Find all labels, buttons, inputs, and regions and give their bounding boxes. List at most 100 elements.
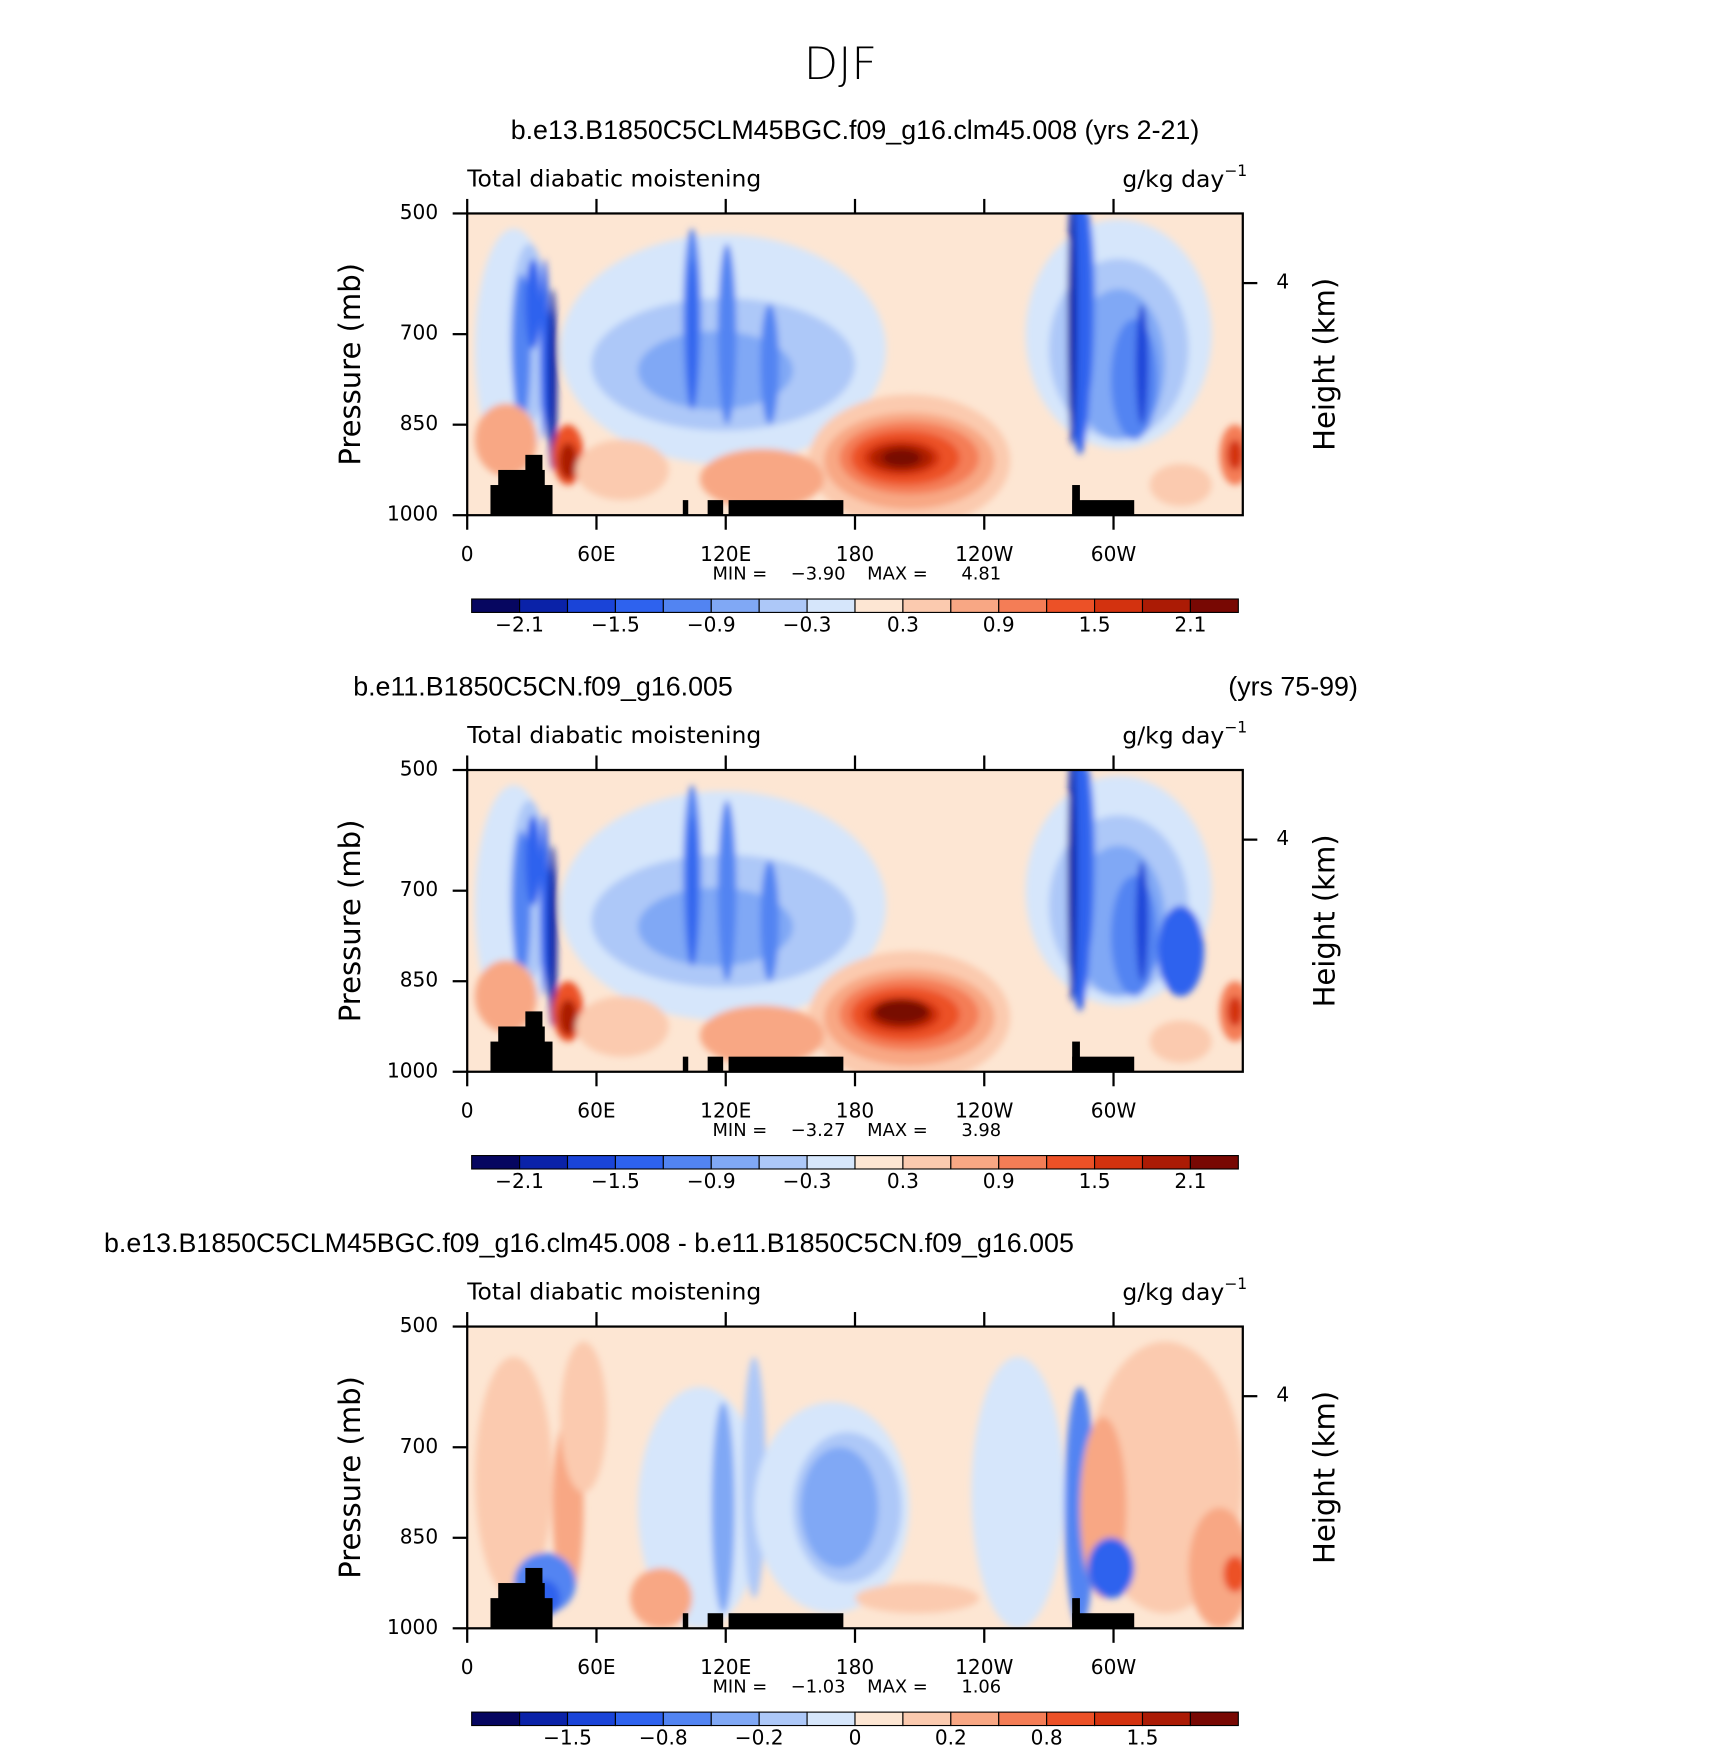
contour-region	[687, 815, 697, 967]
contour-region	[717, 243, 737, 425]
contour-region	[558, 999, 578, 1036]
colorbar-box	[758, 598, 808, 613]
colorbar-box	[998, 598, 1048, 613]
topography	[682, 1613, 689, 1629]
colorbar-box	[1141, 598, 1191, 613]
x-tick-label: 120E	[700, 1098, 751, 1122]
contour-region	[1110, 319, 1158, 440]
contour-region	[637, 331, 793, 410]
colorbar-label: −2.1	[495, 612, 544, 636]
colorbar-box	[902, 598, 952, 613]
contour-region	[1157, 905, 1205, 997]
topography	[525, 454, 543, 516]
colorbar-box	[758, 1711, 808, 1727]
max-text: MAX =	[867, 1677, 928, 1698]
colorbar-box	[1189, 1155, 1239, 1170]
colorbar-label: −1.5	[591, 612, 640, 636]
colorbar-box	[1189, 1711, 1239, 1727]
min-value: −3.27	[791, 1120, 846, 1141]
contour-region	[760, 303, 779, 425]
colorbar-box	[1094, 598, 1144, 613]
units-exponent: −1	[1224, 717, 1247, 736]
colorbar-box	[519, 1155, 569, 1170]
colorbar-box	[806, 1711, 856, 1727]
contour-fills	[474, 770, 1243, 1072]
x-tick-label: 180	[836, 542, 874, 566]
contour-region	[637, 887, 793, 967]
units-text: g/kg day	[1122, 164, 1224, 192]
subtitle: Total diabatic moistening	[466, 164, 761, 192]
colorbar-label: −0.3	[783, 612, 832, 636]
colorbar-box	[1046, 1711, 1096, 1727]
colorbar-box	[566, 598, 616, 613]
topography	[707, 1613, 724, 1629]
max-value: 4.81	[961, 563, 1001, 584]
x-tick-label: 0	[461, 542, 474, 566]
contour-region	[575, 996, 669, 1057]
x-tick-label: 120E	[700, 542, 751, 566]
colorbar-box	[998, 1711, 1048, 1727]
contour-region	[699, 1005, 824, 1066]
contour-region	[474, 960, 538, 1033]
x-tick-label: 60E	[577, 1655, 615, 1679]
colorbar-box	[758, 1155, 808, 1170]
colorbar-label: 2.1	[1174, 1169, 1206, 1193]
contour-region	[1149, 1020, 1212, 1063]
colorbar-label: −0.2	[735, 1725, 784, 1749]
y-tick-label: 1000	[387, 502, 438, 526]
contour-region	[971, 1356, 1065, 1629]
contour-region	[1087, 1537, 1135, 1599]
colorbar-label: −1.5	[543, 1725, 592, 1749]
contour-region	[1135, 303, 1149, 425]
colorbar-box	[854, 598, 904, 613]
x-tick-label: 60W	[1091, 1098, 1137, 1122]
y2-tick-label: 4	[1276, 270, 1289, 294]
topography	[728, 500, 844, 516]
colorbar-box	[1141, 1155, 1191, 1170]
contour-fills	[474, 1341, 1243, 1629]
min-text: MIN =	[713, 563, 768, 584]
contour-region	[1223, 1555, 1243, 1593]
max-text: MAX =	[867, 1120, 928, 1141]
topography	[525, 1011, 543, 1072]
colorbar-label: −0.3	[783, 1169, 832, 1193]
contour-region	[699, 448, 824, 510]
topography	[682, 500, 689, 516]
x-tick-label: 60W	[1091, 542, 1137, 566]
x-tick-label: 0	[461, 1655, 474, 1679]
topography	[1072, 1056, 1135, 1072]
colorbar-label: 0.8	[1031, 1725, 1063, 1749]
subtitle: Total diabatic moistening	[466, 721, 761, 749]
y-tick-label: 850	[400, 411, 438, 435]
topography	[728, 1613, 844, 1629]
contour-region	[560, 1341, 607, 1493]
min-text: MIN =	[713, 1677, 768, 1698]
units-text: g/kg day	[1122, 721, 1224, 749]
x-tick-label: 0	[461, 1098, 474, 1122]
contour-region	[547, 845, 558, 1027]
colorbar-label: 0.3	[887, 1169, 919, 1193]
y-tick-label: 1000	[387, 1058, 438, 1082]
units: g/kg day−1	[1122, 717, 1247, 749]
colorbar-box	[950, 598, 1000, 613]
colorbar-label: −1.5	[591, 1169, 640, 1193]
colorbar-box	[998, 1155, 1048, 1170]
colorbar-box	[902, 1155, 952, 1170]
colorbar-box	[1046, 598, 1096, 613]
contour-region	[630, 1567, 693, 1629]
colorbar-box	[614, 1711, 664, 1727]
colorbar-box	[566, 1711, 616, 1727]
x-tick-label: 60E	[577, 542, 615, 566]
panel: b.e13.B1850C5CLM45BGC.f09_g16.clm45.008 …	[333, 115, 1342, 636]
contour-region	[547, 288, 558, 470]
contour-fills	[474, 213, 1243, 516]
units-text: g/kg day	[1122, 1278, 1224, 1306]
colorbar-box	[902, 1711, 952, 1727]
y-tick-label: 850	[400, 1524, 438, 1548]
x-tick-label: 120W	[955, 1098, 1013, 1122]
colorbar-box	[854, 1155, 904, 1170]
min-value: −3.90	[791, 563, 846, 584]
x-tick-label: 180	[836, 1098, 874, 1122]
topography	[707, 1056, 724, 1072]
page-title: DJF	[804, 38, 877, 90]
